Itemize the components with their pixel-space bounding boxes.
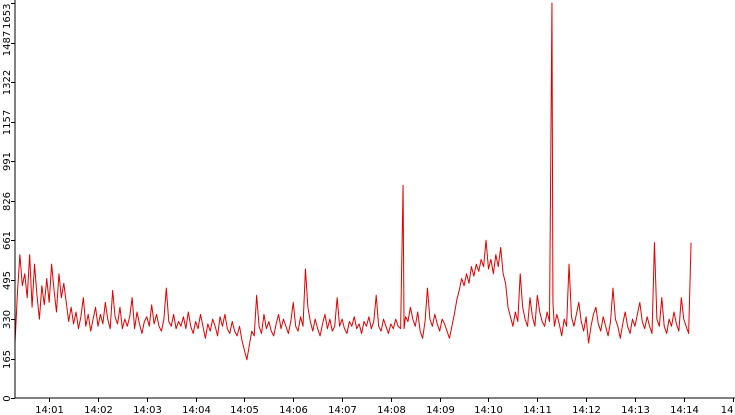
y-tick-label-1: 165: [2, 350, 13, 369]
x-tick-label-7: 14:08: [377, 405, 406, 415]
x-tick-label-1: 14:02: [84, 405, 113, 415]
y-tick-label-7: 1157: [2, 110, 13, 135]
x-tick-label-4: 14:05: [230, 405, 259, 415]
y-tick-label-2: 330: [2, 310, 13, 329]
x-tick-label-10: 14:11: [523, 405, 552, 415]
y-tick-label-10: 1653: [2, 4, 13, 29]
x-tick-label-12: 14:13: [621, 405, 650, 415]
x-tick-label-2: 14:03: [133, 405, 162, 415]
series-layer: [14, 2, 692, 361]
y-tick-label-6: 991: [2, 152, 13, 171]
y-tick-label-5: 826: [2, 192, 13, 211]
x-tick-label-0: 14:01: [35, 405, 64, 415]
x-tick-label-6: 14:07: [328, 405, 357, 415]
x-tick-label-8: 14:09: [426, 405, 455, 415]
x-tick-label-9: 14:10: [474, 405, 503, 415]
x-tick-label-5: 14:06: [279, 405, 308, 415]
y-tick-label-0: 0: [2, 395, 13, 401]
x-tick-label-13: 14:14: [670, 405, 699, 415]
y-tick-label-9: 1487: [2, 31, 13, 56]
x-tick-label-3: 14:04: [182, 405, 211, 415]
x-tick-label-14: 14: [721, 405, 734, 415]
y-tick-label-4: 661: [2, 231, 13, 250]
y-tick-label-8: 1322: [2, 70, 13, 95]
x-tick-label-11: 14:12: [572, 405, 601, 415]
y-tick-label-3: 495: [2, 271, 13, 290]
series-line-0: [14, 2, 692, 361]
